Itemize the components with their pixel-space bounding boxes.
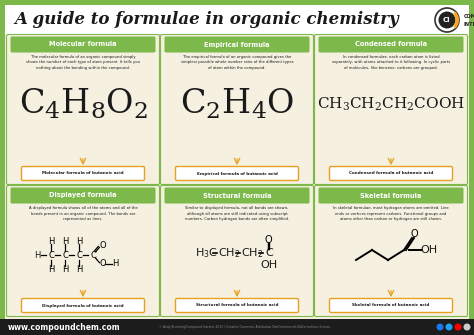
FancyBboxPatch shape <box>319 37 464 53</box>
Text: The molecular formula of an organic compound simply
shows the number of each typ: The molecular formula of an organic comp… <box>26 55 140 70</box>
FancyBboxPatch shape <box>175 298 299 313</box>
Text: In skeletal formulae, most hydrogen atoms are omitted. Line
ends or vertices rep: In skeletal formulae, most hydrogen atom… <box>333 206 449 221</box>
Text: C: C <box>48 251 54 260</box>
Text: COMPOUND: COMPOUND <box>464 13 474 18</box>
FancyBboxPatch shape <box>21 298 145 313</box>
Text: H: H <box>48 237 54 246</box>
FancyBboxPatch shape <box>7 186 159 317</box>
Text: Structural formula of butanoic acid: Structural formula of butanoic acid <box>196 304 278 308</box>
FancyBboxPatch shape <box>7 35 159 185</box>
FancyBboxPatch shape <box>10 188 155 203</box>
Text: OH: OH <box>260 260 277 270</box>
Text: Empirical formula of butanoic acid: Empirical formula of butanoic acid <box>197 172 277 176</box>
Wedge shape <box>453 11 459 28</box>
Text: Empirical formula: Empirical formula <box>204 42 270 48</box>
Circle shape <box>446 324 453 331</box>
Circle shape <box>435 8 459 32</box>
Text: C: C <box>62 251 68 260</box>
FancyBboxPatch shape <box>10 37 155 53</box>
FancyBboxPatch shape <box>175 166 299 181</box>
Text: OH: OH <box>420 245 438 255</box>
Text: $\mathregular{C_4H_8O_2}$: $\mathregular{C_4H_8O_2}$ <box>18 87 147 121</box>
Text: Displayed formula of butanoic acid: Displayed formula of butanoic acid <box>42 304 124 308</box>
Text: H: H <box>76 265 82 273</box>
Text: INTEREST: INTEREST <box>464 21 474 26</box>
Text: A guide to formulae in organic chemistry: A guide to formulae in organic chemistry <box>14 11 399 28</box>
Circle shape <box>455 324 462 331</box>
Text: Condensed formula: Condensed formula <box>355 42 427 48</box>
Text: CH$_2$: CH$_2$ <box>218 246 240 260</box>
Text: H: H <box>34 251 40 260</box>
FancyBboxPatch shape <box>315 186 467 317</box>
FancyBboxPatch shape <box>5 5 469 35</box>
FancyBboxPatch shape <box>21 166 145 181</box>
FancyBboxPatch shape <box>164 188 310 203</box>
FancyBboxPatch shape <box>5 35 469 320</box>
Text: In condensed formulae, each carbon atom is listed
separately, with atoms attache: In condensed formulae, each carbon atom … <box>332 55 450 70</box>
FancyBboxPatch shape <box>161 186 313 317</box>
Text: H: H <box>62 237 68 246</box>
Text: H: H <box>76 237 82 246</box>
Text: www.compoundchem.com: www.compoundchem.com <box>8 323 120 332</box>
Text: O: O <box>99 259 106 268</box>
Text: $\mathregular{C_2H_4O}$: $\mathregular{C_2H_4O}$ <box>180 87 294 121</box>
Text: C: C <box>265 248 273 258</box>
Text: H: H <box>48 265 54 273</box>
FancyBboxPatch shape <box>161 35 313 185</box>
Text: © Andy Brunning/Compound Interest 2013 | Creative Commons Attribution-NonCommerc: © Andy Brunning/Compound Interest 2013 |… <box>159 325 331 329</box>
Circle shape <box>438 11 456 28</box>
Text: C: C <box>76 251 82 260</box>
Text: Structural formula: Structural formula <box>203 193 271 199</box>
Circle shape <box>437 324 444 331</box>
Text: CH$_2$: CH$_2$ <box>241 246 264 260</box>
Text: Ci: Ci <box>443 17 450 23</box>
Text: O: O <box>410 229 418 239</box>
Text: A displayed formula shows all of the atoms and all of the
bonds present in an or: A displayed formula shows all of the ato… <box>29 206 137 221</box>
Text: Skeletal formula: Skeletal formula <box>360 193 422 199</box>
Text: $\mathregular{CH_3CH_2CH_2COOH}$: $\mathregular{CH_3CH_2CH_2COOH}$ <box>317 95 465 113</box>
Text: Similar to displayed formula, not all bonds are shown,
although all atoms are st: Similar to displayed formula, not all bo… <box>185 206 289 221</box>
FancyBboxPatch shape <box>319 188 464 203</box>
Text: H$_3$C: H$_3$C <box>195 246 218 260</box>
FancyBboxPatch shape <box>329 298 453 313</box>
Text: Molecular formula of butanoic acid: Molecular formula of butanoic acid <box>42 172 124 176</box>
FancyBboxPatch shape <box>164 37 310 53</box>
FancyBboxPatch shape <box>0 319 474 335</box>
Text: O: O <box>264 235 272 245</box>
Text: Condensed formula of butanoic acid: Condensed formula of butanoic acid <box>349 172 433 176</box>
Text: H: H <box>112 259 118 268</box>
Text: The empirical formula of an organic compound gives the
simplest possible whole n: The empirical formula of an organic comp… <box>181 55 293 70</box>
Text: Displayed formula: Displayed formula <box>49 193 117 199</box>
FancyBboxPatch shape <box>329 166 453 181</box>
Text: C: C <box>90 251 96 260</box>
Circle shape <box>464 324 471 331</box>
FancyBboxPatch shape <box>315 35 467 185</box>
Text: H: H <box>62 265 68 273</box>
Text: Molecular formula: Molecular formula <box>49 42 117 48</box>
Text: Skeletal formula of butanoic acid: Skeletal formula of butanoic acid <box>352 304 430 308</box>
Text: O: O <box>99 241 106 250</box>
